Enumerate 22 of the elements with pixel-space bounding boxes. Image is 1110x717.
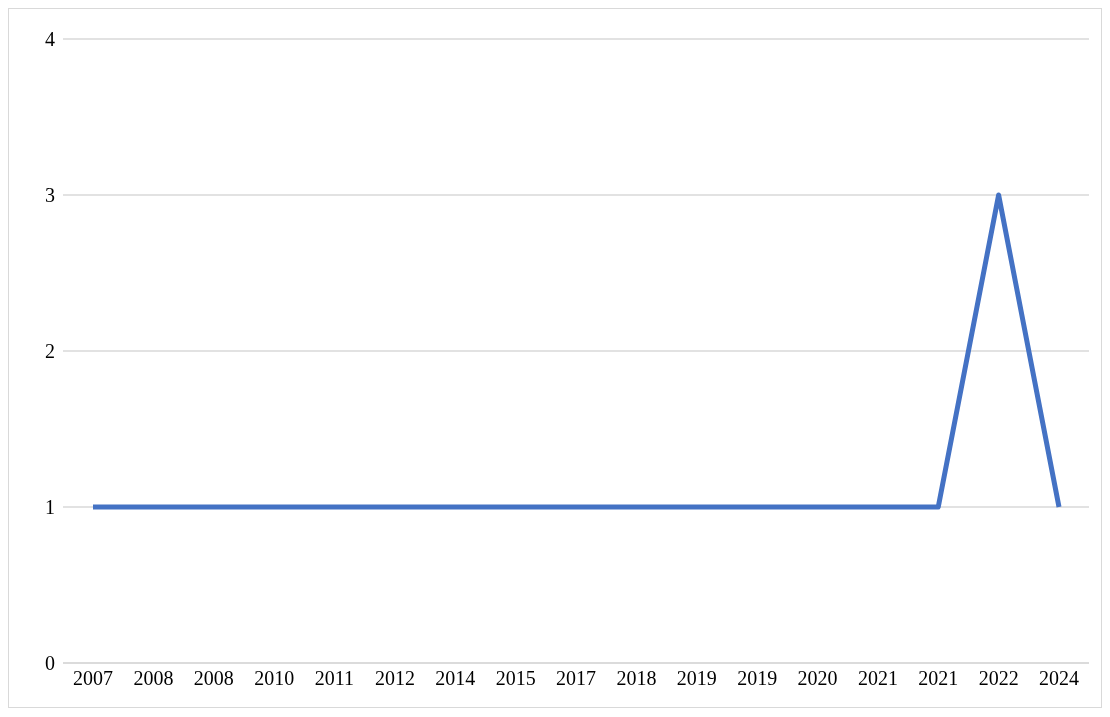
x-tick-label: 2019 [676,667,717,690]
x-tick-label: 2010 [254,667,295,690]
y-tick-label: 4 [45,28,55,51]
x-tick-label: 2024 [1039,667,1079,690]
x-tick-label: 2011 [314,667,355,690]
x-tick-label: 2019 [737,667,778,690]
x-tick-label: 2007 [73,667,113,690]
x-tick-label: 2022 [978,667,1019,690]
x-tick-label: 2014 [435,667,476,690]
x-tick-label: 2012 [374,667,415,690]
x-tick-label: 2008 [133,667,174,690]
y-tick-label: 1 [45,496,55,519]
y-tick-label: 2 [45,340,55,363]
x-tick-label: 2021 [857,667,898,690]
x-tick-label: 2008 [193,667,234,690]
x-tick-label: 2015 [495,667,536,690]
y-tick-label: 3 [45,184,55,207]
x-tick-label: 2017 [556,667,596,690]
x-tick-label: 2021 [918,667,959,690]
x-tick-label: 2020 [797,667,838,690]
x-tick-label: 2018 [616,667,657,690]
y-tick-label: 0 [45,652,55,675]
